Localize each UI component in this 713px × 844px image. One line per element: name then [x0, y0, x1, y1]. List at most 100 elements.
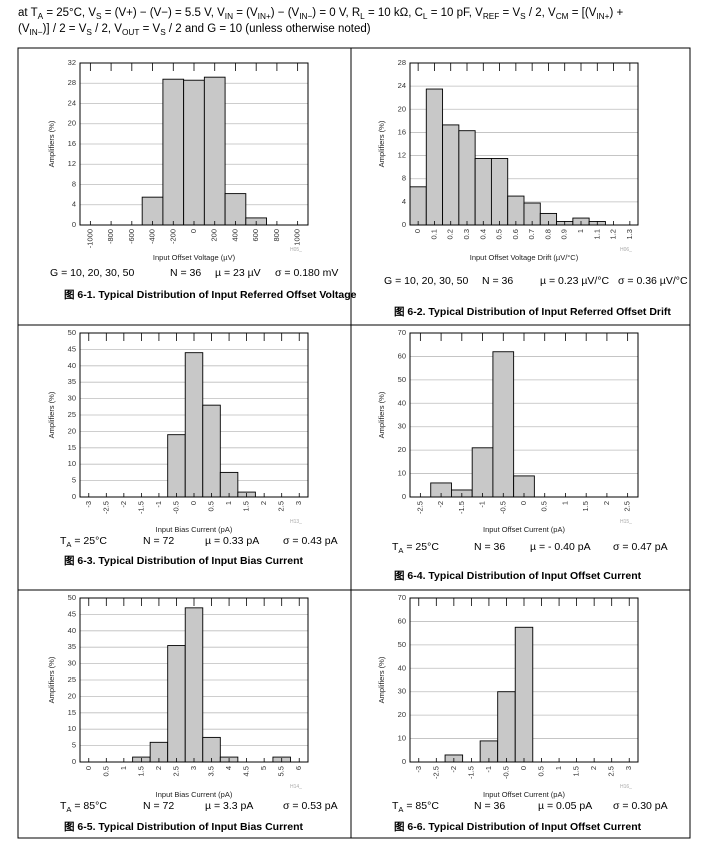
histogram-bar	[224, 193, 247, 226]
histogram-bar	[184, 352, 204, 498]
plot-border	[79, 332, 309, 498]
subscript: CM	[556, 12, 569, 21]
x-tick-label: 3	[294, 501, 303, 505]
plot-border	[79, 62, 309, 226]
histogram-bar	[471, 447, 494, 498]
x-tick-label: -1000	[85, 229, 94, 248]
stat-n: N = 72	[143, 800, 174, 812]
stat-n: N = 36	[170, 267, 201, 279]
header-line: (VIN−)] / 2 = VS / 2, VOUT = VS / 2 and …	[18, 23, 371, 37]
y-tick-label: 15	[68, 443, 76, 452]
figure-id: H16_	[620, 784, 632, 790]
y-axis-label: Amplifiers (%)	[47, 120, 56, 167]
figure-caption: 图 6-5. Typical Distribution of Input Bia…	[64, 821, 303, 833]
y-tick-label: 45	[68, 344, 76, 353]
y-tick-label: 30	[68, 394, 76, 403]
histogram-bar	[492, 351, 515, 498]
histogram-bar	[507, 195, 525, 226]
y-tick-label: 25	[68, 410, 76, 419]
y-tick-label: 20	[68, 691, 76, 700]
stat-sigma: σ = 0.180 mV	[275, 267, 338, 279]
y-tick-label: 0	[72, 220, 76, 229]
histogram-bar	[141, 196, 164, 226]
x-tick-label: 0.5	[101, 766, 110, 776]
text-run: = V	[139, 23, 160, 35]
text-run: / 2 and G = 10 (unless otherwise noted)	[166, 23, 371, 35]
figure-id: H05_	[290, 247, 302, 253]
text-run: = [(V	[569, 7, 597, 19]
x-tick-label: 2.5	[277, 501, 286, 511]
stat-mu: µ = 0.23 µV/°C	[540, 275, 610, 287]
y-tick-label: 28	[68, 78, 76, 87]
x-axis-label: Input Offset Voltage (µV)	[153, 253, 236, 262]
x-tick-label: -0.5	[498, 501, 507, 514]
x-tick-label: 1.5	[136, 766, 145, 776]
histogram-bar	[409, 186, 427, 226]
x-tick-label: 2.5	[607, 766, 616, 776]
histogram-bar	[184, 607, 204, 763]
subscript: IN−	[299, 12, 312, 21]
x-tick-label: 1000	[293, 229, 302, 246]
x-tick-label: -1	[484, 766, 493, 773]
x-tick-label: 0.2	[446, 229, 455, 239]
text-run: G = 10, 20, 30, 50	[50, 267, 135, 279]
x-tick-label: 0.8	[543, 229, 552, 239]
subscript: A	[66, 805, 72, 814]
x-tick-label: 0	[84, 766, 93, 770]
x-tick-label: 0.5	[207, 501, 216, 511]
text-run: = (V	[233, 7, 258, 19]
y-tick-label: 0	[72, 757, 76, 766]
figure-caption: 图 6-1. Typical Distribution of Input Ref…	[64, 289, 357, 301]
x-tick-label: 1.5	[581, 501, 590, 511]
x-tick-label: 1.2	[609, 229, 618, 239]
x-tick-label: -0.5	[171, 501, 180, 514]
stat-condition: TA = 85°C	[60, 800, 107, 814]
y-axis-label: Amplifiers (%)	[377, 120, 386, 167]
x-tick-label: 1	[554, 766, 563, 770]
y-tick-label: 20	[398, 445, 406, 454]
histogram-bar	[442, 124, 460, 226]
subscript: S	[86, 28, 92, 37]
y-tick-label: 8	[402, 174, 406, 183]
y-tick-label: 12	[68, 159, 76, 168]
x-tick-label: 0	[519, 501, 528, 505]
stat-sigma: σ = 0.30 pA	[613, 800, 668, 812]
x-tick-label: -2.5	[431, 766, 440, 779]
plot-border	[79, 597, 309, 763]
y-tick-label: 24	[398, 81, 406, 90]
x-tick-label: 2.5	[171, 766, 180, 776]
x-axis-label: Input Bias Current (pA)	[156, 525, 233, 534]
header-line: at TA = 25°C, VS = (V+) − (V−) = 5.5 V, …	[18, 7, 623, 21]
text-run: T	[60, 535, 67, 547]
text-run: = 85°C	[403, 800, 439, 812]
y-tick-label: 45	[68, 609, 76, 618]
figure-caption: 图 6-6. Typical Distribution of Input Off…	[394, 821, 642, 833]
y-axis-label: Amplifiers (%)	[377, 656, 386, 703]
x-tick-label: 1	[560, 501, 569, 505]
stat-n: N = 36	[474, 800, 505, 812]
y-tick-label: 8	[72, 179, 76, 188]
x-tick-label: -2	[436, 501, 445, 508]
y-tick-label: 12	[398, 151, 406, 160]
text-run: = V	[499, 7, 520, 19]
y-tick-label: 50	[398, 375, 406, 384]
stat-n: N = 72	[143, 535, 174, 547]
x-axis-label: Input Offset Current (pA)	[483, 525, 565, 534]
x-tick-label: 0	[519, 766, 528, 770]
figure-caption: 图 6-3. Typical Distribution of Input Bia…	[64, 555, 303, 567]
x-tick-label: -2.5	[415, 501, 424, 514]
y-tick-label: 30	[68, 659, 76, 668]
x-tick-label: 4	[224, 766, 233, 770]
y-tick-label: 24	[68, 98, 76, 107]
y-tick-label: 20	[68, 426, 76, 435]
text-run: T	[392, 800, 399, 812]
x-tick-label: -1.5	[466, 766, 475, 779]
subscript: S	[160, 28, 166, 37]
stat-condition: TA = 85°C	[392, 800, 439, 814]
x-tick-label: 2.5	[623, 501, 632, 511]
subscript: A	[66, 540, 72, 549]
subscript: S	[520, 12, 526, 21]
figure-id: H06_	[620, 247, 632, 253]
y-tick-label: 20	[398, 710, 406, 719]
